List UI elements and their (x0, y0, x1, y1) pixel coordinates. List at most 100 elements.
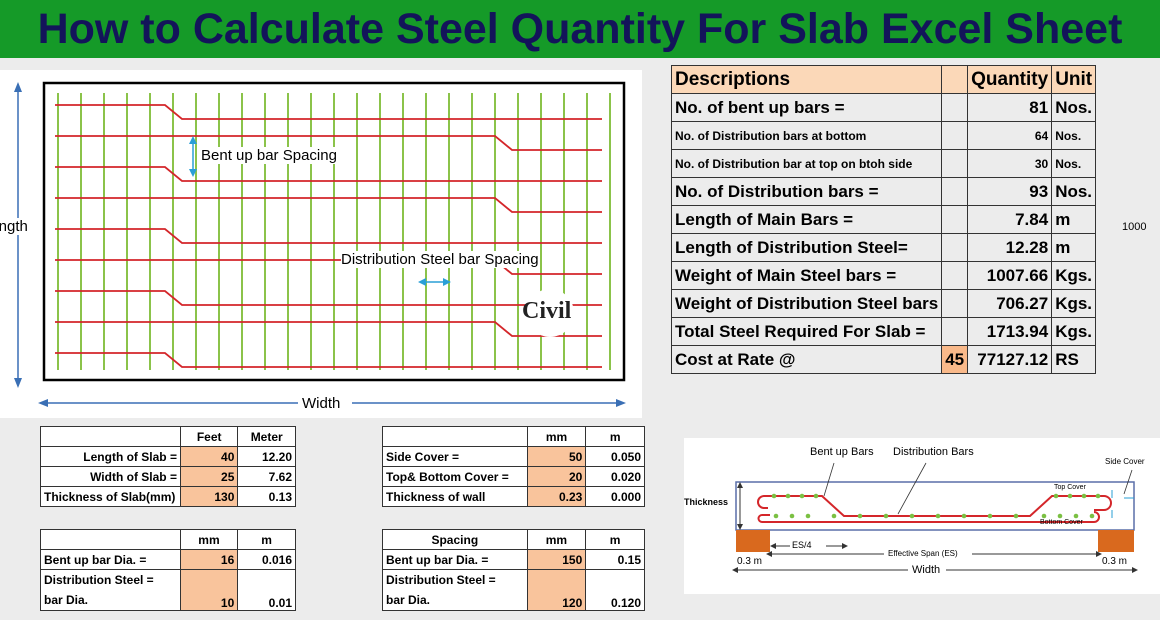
effective-span-label: Effective Span (ES) (888, 549, 958, 558)
header-unit: Unit (1051, 65, 1097, 94)
bent-up-bar (55, 352, 602, 368)
left-support-label: 0.3 m (737, 556, 763, 567)
bent-spacing-m: 0.15 (585, 549, 645, 570)
es4-label: ES/4 (792, 540, 812, 550)
summary-desc: Total Steel Required For Slab = (670, 317, 943, 346)
summary-desc: No. of Distribution bars at bottom (670, 121, 943, 150)
width-label-diagram: Width (912, 564, 941, 576)
header-blank (941, 65, 969, 94)
cost-desc: Cost at Rate @ (670, 345, 943, 374)
summary-blank-cell (941, 121, 969, 150)
dist-bar-dia-label-line2: bar Dia. (44, 593, 89, 607)
summary-row: Length of Distribution Steel= 12.28 m (670, 233, 1097, 262)
summary-table: Descriptions Quantity Unit No. of bent u… (670, 65, 1097, 374)
bent-up-bar (55, 166, 602, 182)
dia-header-mm: mm (179, 529, 239, 550)
summary-blank-cell (941, 233, 969, 262)
summary-desc: No. of bent up bars = (670, 93, 943, 122)
right-support-label: 0.3 m (1102, 556, 1128, 567)
summary-row: No. of bent up bars = 81 Nos. (670, 93, 1097, 122)
dist-spacing-label-line1: Distribution Steel = (386, 573, 496, 587)
bent-up-bar (55, 290, 602, 306)
bent-up-bar (55, 228, 602, 244)
rate-input[interactable]: 45 (941, 345, 969, 374)
summary-unit: Kgs. (1051, 289, 1097, 318)
summary-qty: 1007.66 (967, 261, 1053, 290)
dist-bar-dia-label: Distribution Steel = bar Dia. (40, 569, 181, 611)
page-title: How to Calculate Steel Quantity For Slab… (37, 5, 1123, 53)
width-of-slab-label: Width of Slab = (40, 466, 181, 487)
summary-qty: 706.27 (967, 289, 1053, 318)
bent-bar-dia-m: 0.016 (237, 549, 296, 570)
summary-unit: Kgs. (1051, 261, 1097, 290)
summary-row: Total Steel Required For Slab = 1713.94 Kg… (670, 317, 1097, 346)
side-value: 1000 (1122, 221, 1147, 233)
thickness-label-diagram: Thickness (684, 497, 729, 507)
summary-blank-cell (941, 317, 969, 346)
bent-bar-dia-label: Bent up bar Dia. = (40, 549, 181, 570)
summary-qty: 64 (967, 121, 1053, 150)
cover-header-mm: mm (526, 426, 587, 447)
dist-spacing-m: 0.120 (585, 569, 645, 611)
summary-row: No. of Distribution bars at bottom 64 Nos. (670, 121, 1097, 150)
dimensions-table: Feet Meter Length of Slab = 40 12.20 Wid… (40, 426, 296, 507)
spacing-header-m: m (585, 529, 645, 550)
width-label: Width (302, 395, 341, 412)
top-cover-label: Top Cover (1054, 484, 1086, 491)
length-label: Length (0, 218, 28, 235)
summary-blank-cell (941, 205, 969, 234)
summary-desc: Length of Main Bars = (670, 205, 943, 234)
top-bottom-cover-input[interactable]: 20 (526, 466, 587, 487)
bent-up-bar (55, 321, 602, 337)
section-diagram (732, 462, 1138, 573)
dist-bar-dia-m: 0.01 (237, 569, 296, 611)
summary-qty: 30 (967, 149, 1053, 178)
summary-desc: No. of Distribution bars = (670, 177, 943, 206)
dims-header-blank (40, 426, 181, 447)
dist-spacing-label: Distribution Steel = bar Dia. (382, 569, 528, 611)
width-meter: 7.62 (237, 466, 296, 487)
cost-value: 77127.12 (967, 345, 1053, 374)
summary-qty: 1713.94 (967, 317, 1053, 346)
dia-header-m: m (237, 529, 296, 550)
dims-header-meter: Meter (237, 426, 296, 447)
side-cover-label-diagram: Side Cover (1105, 457, 1145, 466)
wall-thickness-input[interactable]: 0.23 (526, 486, 587, 507)
top-bottom-cover-label: Top& Bottom Cover = (382, 466, 528, 487)
summary-qty: 81 (967, 93, 1053, 122)
title-banner (0, 0, 1160, 58)
cover-header-blank (382, 426, 528, 447)
width-feet-input[interactable]: 25 (179, 466, 239, 487)
side-cover-label: Side Cover = (382, 446, 528, 467)
length-of-slab-label: Length of Slab = (40, 446, 181, 467)
summary-unit: Kgs. (1051, 317, 1097, 346)
summary-qty: 93 (967, 177, 1053, 206)
distribution-bars-label: Distribution Bars (893, 446, 974, 458)
dist-bar-dia-label-line1: Distribution Steel = (44, 573, 154, 587)
summary-blank-cell (941, 93, 969, 122)
summary-desc: Weight of Distribution Steel bars (670, 289, 943, 318)
bent-spacing-label: Bent up bar Spacing (201, 147, 337, 164)
wall-thickness-m: 0.000 (585, 486, 645, 507)
length-meter: 12.20 (237, 446, 296, 467)
dist-spacing-input[interactable]: 120 (526, 569, 587, 611)
bent-bar-dia-input[interactable]: 16 (179, 549, 239, 570)
summary-unit: m (1051, 205, 1097, 234)
summary-row: Length of Main Bars = 7.84 m (670, 205, 1097, 234)
summary-blank-cell (941, 149, 969, 178)
bent-spacing-label-cell: Bent up bar Dia. = (382, 549, 528, 570)
bent-spacing-input[interactable]: 150 (526, 549, 587, 570)
summary-unit: Nos. (1051, 121, 1097, 150)
summary-desc: Weight of Main Steel bars = (670, 261, 943, 290)
summary-row: Weight of Main Steel bars = 1007.66 Kgs. (670, 261, 1097, 290)
dist-bar-dia-input[interactable]: 10 (179, 569, 239, 611)
length-feet-input[interactable]: 40 (179, 446, 239, 467)
distribution-spacing-label: Distribution Steel bar Spacing (341, 251, 539, 268)
wall-thickness-label: Thickness of wall (382, 486, 528, 507)
summary-desc: Length of Distribution Steel= (670, 233, 943, 262)
summary-row: No. of Distribution bar at top on btoh s… (670, 149, 1097, 178)
thickness-mm-input[interactable]: 130 (179, 486, 239, 507)
side-cover-input[interactable]: 50 (526, 446, 587, 467)
summary-row: Weight of Distribution Steel bars 706.27 K… (670, 289, 1097, 318)
summary-blank-cell (941, 289, 969, 318)
